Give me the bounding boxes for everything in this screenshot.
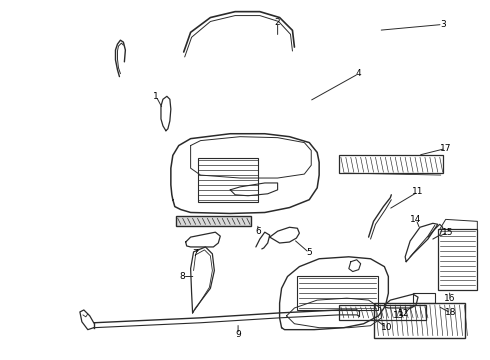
Bar — [339, 156, 443, 173]
Text: 8: 8 — [180, 272, 186, 281]
Text: 1: 1 — [153, 92, 159, 101]
Text: 2: 2 — [275, 18, 280, 27]
Text: 15: 15 — [442, 228, 453, 237]
Text: 16: 16 — [444, 294, 455, 303]
Bar — [438, 229, 477, 290]
Text: 18: 18 — [445, 309, 456, 318]
Bar — [373, 303, 466, 338]
Text: 9: 9 — [235, 330, 241, 339]
Text: 14: 14 — [410, 215, 422, 224]
Text: 7: 7 — [193, 249, 198, 258]
Text: 10: 10 — [381, 323, 392, 332]
Text: 3: 3 — [440, 20, 445, 29]
Text: 6: 6 — [255, 227, 261, 236]
Bar — [176, 216, 251, 226]
Text: 11: 11 — [412, 187, 424, 196]
Bar — [197, 158, 258, 202]
Bar — [297, 276, 378, 310]
Text: 17: 17 — [440, 144, 451, 153]
Text: 12: 12 — [397, 309, 409, 318]
Bar — [413, 293, 435, 303]
Text: 13: 13 — [392, 311, 404, 320]
Text: 5: 5 — [306, 248, 312, 257]
Bar — [339, 305, 426, 320]
Text: 4: 4 — [356, 69, 362, 78]
